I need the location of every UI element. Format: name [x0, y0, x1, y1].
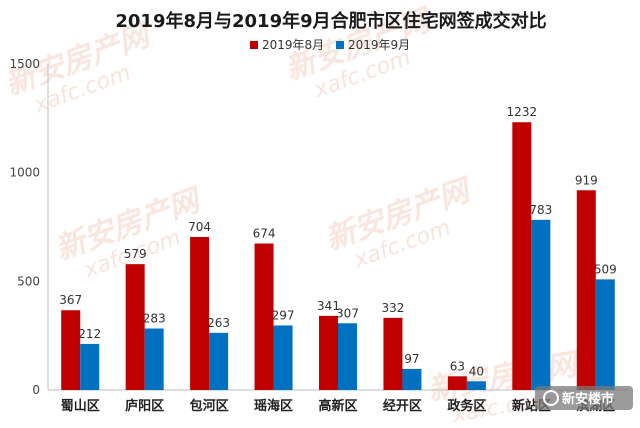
bar-value-label: 97	[404, 352, 419, 366]
bar-value-label: 367	[59, 293, 82, 307]
legend-label: 2019年8月	[262, 38, 324, 52]
bar-sep	[144, 328, 164, 390]
category-label: 高新区	[318, 398, 357, 414]
bar-value-label: 263	[207, 316, 230, 330]
legend-label: 2019年9月	[348, 38, 410, 52]
bar-aug	[512, 122, 532, 390]
y-tick-label: 0	[32, 383, 40, 397]
category-label: 政务区	[447, 398, 486, 414]
legend: 2019年8月 2019年9月	[250, 38, 410, 52]
bar-aug	[125, 264, 145, 390]
x-axis-categories: 蜀山区庐阳区包河区瑶海区高新区经开区政务区新站区滨湖区	[61, 398, 616, 414]
bar-aug	[319, 315, 338, 390]
legend-swatch	[336, 41, 344, 49]
y-tick-label: 1000	[9, 166, 40, 180]
category-label: 经开区	[383, 398, 422, 414]
bar-sep	[209, 332, 229, 390]
bar-aug	[447, 376, 467, 390]
bar-aug	[254, 243, 274, 390]
bar-sep	[80, 343, 100, 390]
brand-badge-background	[535, 386, 633, 410]
y-axis-ticks: 0 500 1000 1500	[9, 57, 40, 397]
bar-value-label: 919	[575, 173, 598, 187]
brand-badge-text: 新安楼市	[562, 391, 614, 407]
bar-value-label: 579	[124, 247, 147, 261]
bar-value-label: 704	[188, 220, 211, 234]
bar-aug	[576, 190, 596, 390]
bar-value-label: 674	[253, 227, 276, 241]
bar-sep	[595, 279, 615, 390]
bar-sep	[273, 325, 293, 390]
y-tick-label: 500	[17, 274, 40, 288]
bar-sep	[531, 219, 551, 390]
bar-sep	[338, 323, 357, 390]
chart-title: 2019年8月与2019年9月合肥市区住宅网签成交对比	[115, 10, 546, 32]
bar-sep	[466, 381, 486, 390]
bar-aug	[190, 236, 210, 390]
bar-value-label: 307	[336, 306, 359, 320]
bar-value-label: 63	[450, 359, 465, 373]
bar-value-label: 1232	[507, 105, 538, 119]
bar-value-label: 332	[381, 301, 404, 315]
category-label: 包河区	[190, 398, 229, 414]
bar-aug	[61, 310, 81, 390]
bar-value-label: 783	[529, 203, 552, 217]
bar-value-label: 297	[272, 308, 295, 322]
bar-value-label: 509	[594, 262, 617, 276]
bar-value-label: 283	[143, 311, 166, 325]
bar-aug	[383, 317, 403, 390]
bar-value-label: 341	[317, 299, 340, 313]
legend-swatch	[250, 41, 258, 49]
wechat-icon	[543, 390, 559, 406]
bar-value-label: 212	[78, 327, 101, 341]
brand-badge: 新安楼市	[535, 386, 633, 410]
category-label: 蜀山区	[61, 398, 100, 414]
y-tick-label: 1500	[9, 57, 40, 71]
bar-value-label: 40	[469, 364, 484, 378]
category-label: 庐阳区	[125, 398, 164, 414]
bar-sep	[402, 368, 422, 390]
category-label: 瑶海区	[254, 398, 293, 414]
